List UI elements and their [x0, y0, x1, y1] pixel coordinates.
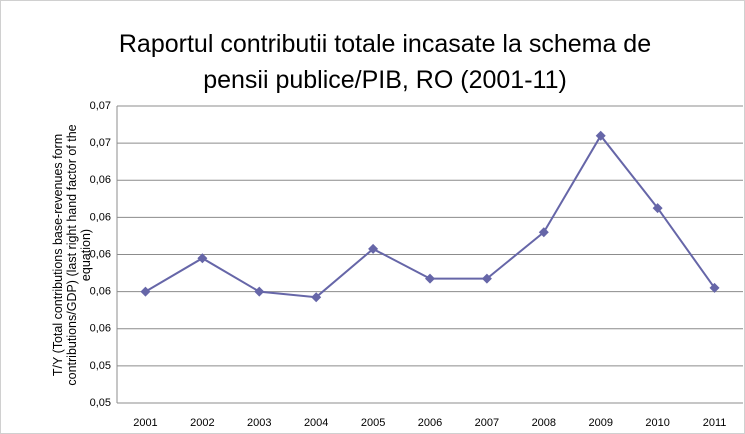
y-tick-label: 0,06 — [90, 286, 111, 298]
x-tick-label: 2011 — [703, 417, 727, 429]
marker — [197, 253, 208, 264]
marker — [709, 282, 720, 293]
y-tick-label: 0,07 — [90, 100, 111, 112]
x-tick-label: 2007 — [475, 417, 499, 429]
line — [144, 133, 716, 299]
marker — [538, 227, 549, 238]
y-tick-label: 0,07 — [90, 137, 111, 149]
x-tick-label: 2005 — [361, 417, 385, 429]
y-tick-label: 0,06 — [90, 211, 111, 223]
y-tick-label: 0,06 — [90, 248, 111, 260]
marker — [652, 203, 663, 214]
x-tick-label: 2001 — [133, 417, 157, 429]
x-tick-label: 2003 — [247, 417, 271, 429]
marker — [254, 286, 265, 297]
marker — [140, 286, 151, 297]
x-tick-label: 2008 — [532, 417, 556, 429]
x-tick-label: 2009 — [588, 417, 612, 429]
x-tick-label: 2004 — [304, 417, 328, 429]
marker — [368, 243, 379, 254]
y-tick-label: 0,05 — [90, 360, 111, 372]
marker — [311, 292, 322, 303]
y-tick-label: 0,05 — [90, 397, 111, 409]
y-axis-label: T/Y (Total contributions base-revenues f… — [51, 124, 93, 386]
x-tick-label: 2006 — [418, 417, 442, 429]
marker — [425, 273, 435, 284]
chart-title: Raportul contributii totale incasate la … — [118, 30, 652, 94]
x-tick-label: 2010 — [645, 417, 669, 429]
x-tick-label: 2002 — [190, 417, 214, 429]
marker — [595, 130, 606, 141]
marker — [481, 273, 492, 284]
y-tick-label: 0,06 — [90, 174, 111, 186]
y-tick-label: 0,06 — [90, 323, 111, 335]
